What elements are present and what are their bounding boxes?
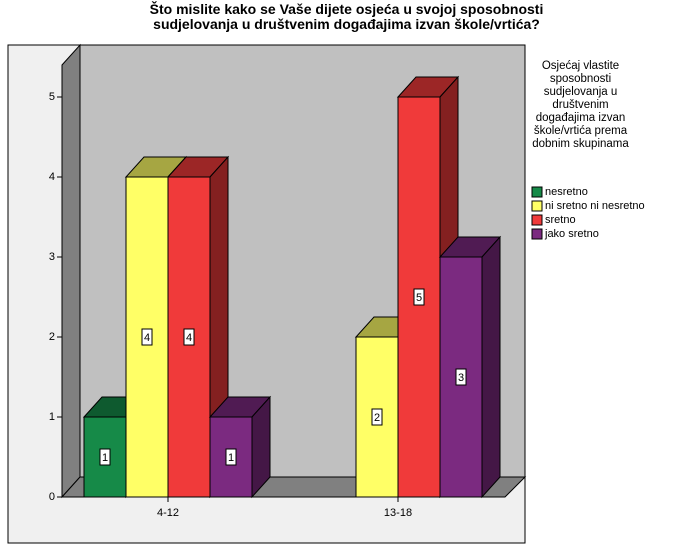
bar-side (251, 395, 271, 499)
value-label-box (225, 448, 237, 466)
value-label: 4 (144, 332, 150, 344)
y-tick-label: 3 (49, 251, 55, 263)
y-tick-label: 5 (49, 91, 55, 103)
bar-side (481, 235, 501, 499)
legend-title: Osjećaj vlastite sposobnosti sudjelovanj… (532, 60, 629, 150)
legend-swatch (531, 228, 543, 240)
value-label: 3 (458, 372, 464, 384)
legend-label: nesretno (545, 186, 588, 198)
value-label: 2 (374, 412, 380, 424)
value-label-box (413, 288, 425, 306)
value-label-box (141, 328, 153, 346)
value-label-box (371, 408, 383, 426)
y-tick-label: 1 (49, 411, 55, 423)
legend-label: sretno (545, 214, 576, 226)
legend-label: jako sretno (544, 228, 599, 240)
side-wall (61, 43, 81, 499)
chart-title: Što mislite kako se Vaše dijete osjeća u… (149, 1, 544, 32)
value-label: 1 (102, 452, 108, 464)
value-label: 5 (416, 292, 422, 304)
y-tick-label: 4 (49, 171, 55, 183)
legend-label: ni sretno ni nesretno (545, 200, 645, 212)
value-label: 4 (186, 332, 192, 344)
value-label-box (455, 368, 467, 386)
x-tick-label: 13-18 (384, 507, 412, 519)
legend-swatch (531, 214, 543, 226)
value-label-box (183, 328, 195, 346)
value-label-box (99, 448, 111, 466)
x-tick-label: 4-12 (157, 507, 179, 519)
y-tick-label: 2 (49, 331, 55, 343)
legend-swatch (531, 200, 543, 212)
legend-swatch (531, 186, 543, 198)
value-label: 1 (228, 452, 234, 464)
y-tick-label: 0 (49, 491, 55, 503)
